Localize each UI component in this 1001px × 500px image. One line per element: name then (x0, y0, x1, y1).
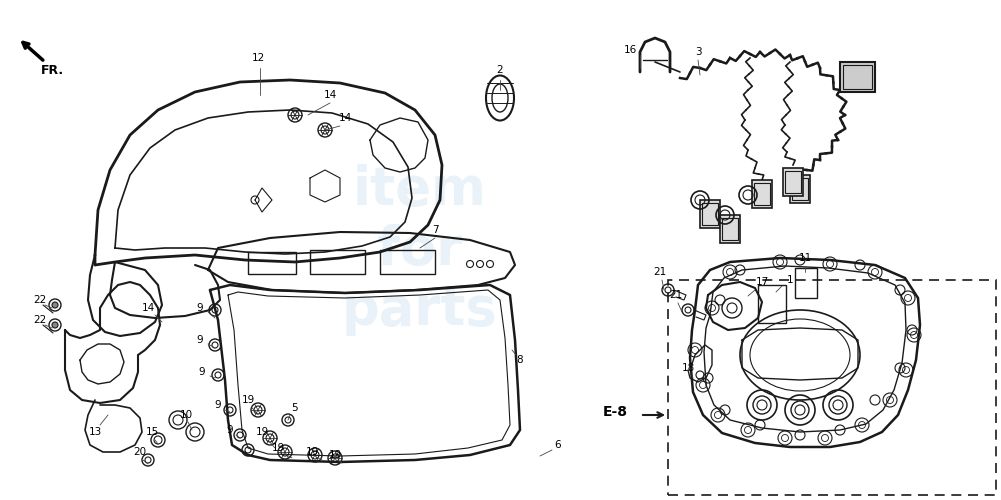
Circle shape (52, 302, 58, 308)
Text: 7: 7 (431, 225, 438, 235)
Bar (752, 180, 772, 208)
Text: 15: 15 (145, 427, 158, 437)
Text: 22: 22 (33, 315, 47, 325)
Bar (722, 218, 738, 240)
Text: 19: 19 (305, 447, 318, 457)
Text: 6: 6 (555, 440, 562, 450)
Text: 18: 18 (682, 363, 695, 373)
Text: 14: 14 (323, 90, 336, 100)
Text: 20: 20 (133, 447, 146, 457)
Bar (700, 200, 720, 228)
Text: 9: 9 (198, 367, 205, 377)
Text: 14: 14 (338, 113, 351, 123)
Text: 11: 11 (799, 253, 812, 263)
Text: 16: 16 (624, 45, 637, 55)
Bar (795, 268, 817, 298)
Text: FR.: FR. (40, 64, 63, 76)
Text: 9: 9 (196, 335, 203, 345)
Text: 14: 14 (141, 303, 154, 313)
Bar (792, 178, 808, 200)
Text: 17: 17 (756, 277, 769, 287)
Text: 22: 22 (33, 295, 47, 305)
Bar (758, 285, 786, 323)
Text: 5: 5 (291, 403, 298, 413)
Text: 2: 2 (496, 65, 504, 75)
Circle shape (52, 322, 58, 328)
Text: 10: 10 (179, 410, 192, 420)
Bar (668, 280, 996, 495)
Text: 8: 8 (517, 355, 524, 365)
Bar (785, 171, 801, 193)
Text: 1: 1 (787, 275, 794, 285)
Bar (790, 175, 810, 203)
Bar (840, 62, 875, 92)
Text: 3: 3 (695, 47, 702, 57)
Text: 19: 19 (271, 443, 284, 453)
Text: 9: 9 (214, 400, 221, 410)
Text: 13: 13 (88, 427, 102, 437)
Bar (720, 215, 740, 243)
Bar (754, 183, 770, 205)
Bar (702, 203, 718, 225)
Text: E-8: E-8 (603, 405, 628, 419)
Bar (310, 250, 365, 274)
Text: 12: 12 (251, 53, 264, 63)
Bar (380, 250, 435, 274)
Text: 9: 9 (226, 425, 233, 435)
Bar (783, 168, 803, 196)
Bar (843, 65, 872, 89)
Text: 21: 21 (654, 267, 667, 277)
Text: 19: 19 (241, 395, 254, 405)
Text: 21: 21 (670, 290, 683, 300)
Text: 19: 19 (255, 427, 268, 437)
Text: 19: 19 (328, 450, 341, 460)
Bar (248, 252, 296, 274)
Text: item
for
parts: item for parts (342, 164, 497, 336)
Text: 9: 9 (196, 303, 203, 313)
